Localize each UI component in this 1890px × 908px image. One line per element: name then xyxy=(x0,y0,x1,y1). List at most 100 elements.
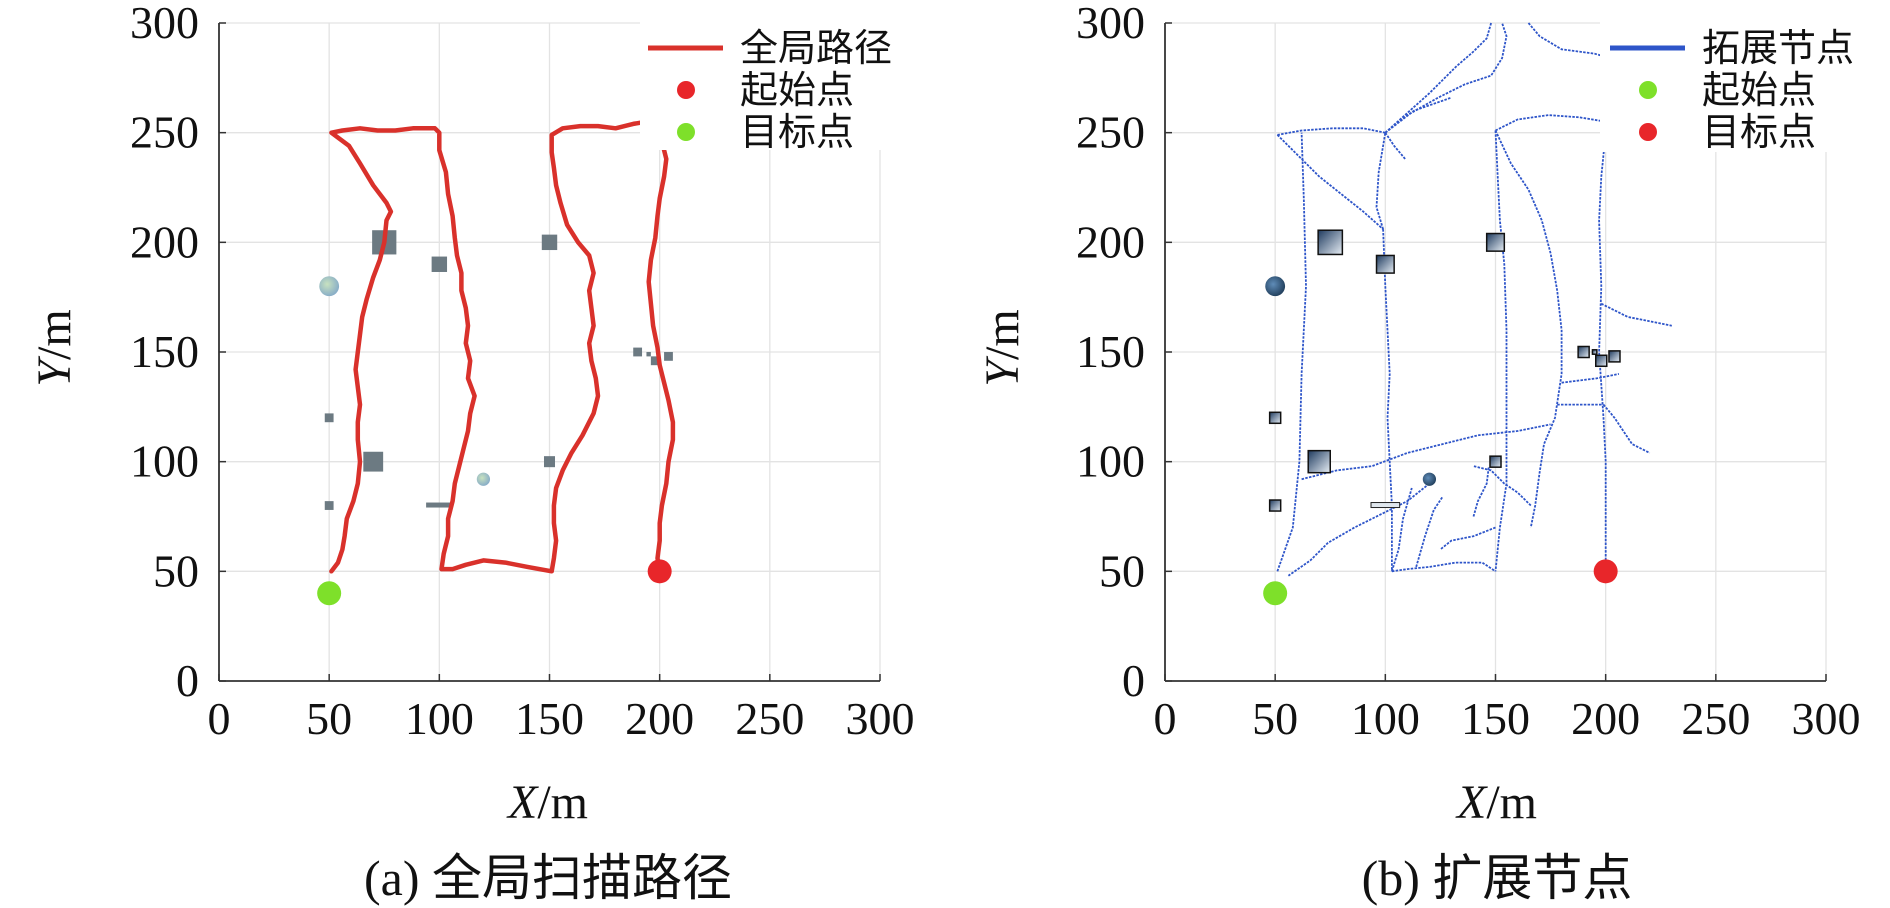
panel-a-series xyxy=(329,119,676,574)
panel-b-series-branch-13 xyxy=(1494,130,1563,528)
panel-a-y-tick-label-50: 50 xyxy=(153,545,199,596)
panel-b-y-axis-var: Y xyxy=(976,356,1029,387)
panel-a-obstacle-square-2 xyxy=(541,234,558,251)
panel-a-x-tick-label-150: 150 xyxy=(515,693,584,744)
panel-b-obstacle-circle-1 xyxy=(1422,472,1437,486)
panel-a-y-axis-label: Y/m xyxy=(28,309,81,386)
panel-b-obstacle-square-1 xyxy=(1375,254,1395,274)
panel-b-series-branch-5 xyxy=(1384,132,1406,160)
panel-b-x-axis-label: X/m xyxy=(1455,776,1537,829)
panel-b-obstacle-square-5 xyxy=(1268,499,1282,512)
panel-b-series-branch-11 xyxy=(1495,114,1624,132)
panel-b-obstacle-bar-0 xyxy=(1370,502,1401,509)
panel-b-series-branch-0 xyxy=(1276,132,1307,572)
panel-b-series-branch-2 xyxy=(1375,132,1387,230)
panel-b-caption: (b) 扩展节点 xyxy=(1362,850,1633,906)
panel-a-y-tick-label-150: 150 xyxy=(130,326,199,377)
panel-a-x-tick-label-200: 200 xyxy=(625,693,694,744)
panel-b-series-branch-26 xyxy=(1472,465,1490,517)
panel-b-series-branch-12 xyxy=(1494,130,1508,572)
panel-a-legend-target-symbol xyxy=(677,123,695,141)
panel-b-y-tick-label-300: 300 xyxy=(1076,0,1145,48)
panel-b-obstacle-circle-0 xyxy=(1265,276,1286,297)
panel-a-y-tick-label-250: 250 xyxy=(130,107,199,158)
panel-b-series-branch-25 xyxy=(1439,526,1496,551)
panel-a-x-axis-label: X/m xyxy=(506,776,588,829)
panel-b-y-axis-label: Y/m xyxy=(976,309,1029,386)
panel-b-y-tick-label-150: 150 xyxy=(1076,326,1145,377)
panel-a-obstacle-square-6 xyxy=(543,456,556,468)
panel-a-x-tick-label-100: 100 xyxy=(405,693,474,744)
panel-b-obstacle-square-7 xyxy=(1577,345,1590,359)
panel-b-series-branch-22 xyxy=(1391,561,1496,573)
panel-b-y-axis-unit: /m xyxy=(976,309,1029,360)
panel-a-axes xyxy=(218,22,881,682)
panel-b-obstacle-square-6 xyxy=(1489,455,1502,468)
panel-b-y-tick-label-250: 250 xyxy=(1076,107,1145,158)
panel-b-series-branch-15 xyxy=(1600,302,1672,327)
panel-b-series-branch-6 xyxy=(1384,22,1508,134)
panel-b-series-branch-3 xyxy=(1382,229,1393,572)
panel-a-obstacle-circle-0 xyxy=(319,276,340,297)
panel-a-obstacle-square-4 xyxy=(324,413,334,423)
panel-b-obstacle-square-2 xyxy=(1485,232,1506,252)
panel-b-series-branch-8 xyxy=(1384,22,1492,134)
panel-b-y-tick-label-200: 200 xyxy=(1076,216,1145,267)
panel-b-x-tick-label-250: 250 xyxy=(1681,693,1750,744)
panel-b-y-tick-label-100: 100 xyxy=(1076,436,1145,487)
panel-b-x-tick-label-50: 50 xyxy=(1252,693,1298,744)
panel-b-obstacles xyxy=(1265,229,1621,512)
panel-a-global-scan-path: 0 50 100 150 200 250 300 0 50 100 150 200 250 300 全局路… xyxy=(28,0,915,906)
panel-a-tick-labels: 0 50 100 150 200 250 300 0 50 100 150 200 250 300 xyxy=(130,0,915,744)
panel-a-start-point-marker xyxy=(647,559,672,584)
panel-b-legend-label-start: 起始点 xyxy=(1702,70,1816,112)
panel-a-points xyxy=(317,559,672,606)
panel-b-series-branch-21 xyxy=(1287,482,1430,577)
panel-b-series-branch-1 xyxy=(1276,134,1384,230)
panel-a-obstacle-square-8 xyxy=(650,356,660,366)
panel-b-x-axis-unit: /m xyxy=(1486,776,1537,829)
panel-a-legend-label-path: 全局路径 xyxy=(740,28,892,70)
panel-a-legend-label-target: 目标点 xyxy=(740,112,854,154)
panel-b-series-branch-19 xyxy=(1473,465,1532,507)
panel-a-y-tick-label-100: 100 xyxy=(130,436,199,487)
panel-b-series-branch-23 xyxy=(1391,487,1413,572)
panel-a-x-tick-label-0: 0 xyxy=(208,693,231,744)
panel-b-series xyxy=(1276,22,1717,577)
panel-a-y-axis-var: Y xyxy=(28,356,81,387)
panel-a-x-tick-label-50: 50 xyxy=(306,693,352,744)
panel-a-y-tick-label-0: 0 xyxy=(176,655,199,706)
panel-b-legend-label-target: 目标点 xyxy=(1702,112,1816,154)
panel-b-x-tick-label-150: 150 xyxy=(1461,693,1530,744)
panel-a-series-global-path xyxy=(329,119,676,574)
panel-b-obstacle-square-10 xyxy=(1591,349,1598,355)
panel-a-obstacle-bar-0 xyxy=(426,502,453,508)
panel-b-series-branch-16 xyxy=(1561,373,1620,384)
panel-b-obstacle-square-9 xyxy=(1608,350,1621,363)
panel-a-obstacle-circle-1 xyxy=(476,472,491,486)
panel-a-obstacle-square-5 xyxy=(324,501,334,510)
panel-a-x-axis-unit: /m xyxy=(537,776,588,829)
panel-a-caption: (a) 全局扫描路径 xyxy=(364,850,732,906)
panel-b-y-tick-label-50: 50 xyxy=(1099,545,1145,596)
panel-b-legend-label-nodes: 拓展节点 xyxy=(1702,28,1854,70)
panel-b-series-branch-24 xyxy=(1415,496,1444,568)
panel-b-obstacle-square-4 xyxy=(1268,411,1282,425)
panel-b-legend: 拓展节点 起始点 目标点 xyxy=(1600,22,1888,154)
panel-a-x-tick-label-300: 300 xyxy=(846,693,915,744)
panel-b-obstacle-square-0 xyxy=(1317,229,1344,256)
panel-a-y-tick-label-300: 300 xyxy=(130,0,199,48)
panel-b-x-tick-label-100: 100 xyxy=(1351,693,1420,744)
panel-b-series-branch-4 xyxy=(1277,127,1386,136)
panel-b-y-tick-label-0: 0 xyxy=(1122,655,1145,706)
panel-b-expanded-nodes: 0 50 100 150 200 250 300 0 50 100 150 200 250 300 拓展节… xyxy=(976,0,1888,906)
panel-b-points xyxy=(1263,559,1618,606)
panel-b-series-branch-14 xyxy=(1598,132,1607,572)
panel-a-obstacle-square-1 xyxy=(431,256,448,272)
panel-b-start-point-marker xyxy=(1263,581,1288,606)
panel-a-obstacle-square-3 xyxy=(363,451,384,472)
panel-b-legend-target-symbol xyxy=(1639,123,1657,141)
panel-a-legend-start-symbol xyxy=(677,81,695,99)
panel-a-x-axis-var: X xyxy=(506,776,539,829)
